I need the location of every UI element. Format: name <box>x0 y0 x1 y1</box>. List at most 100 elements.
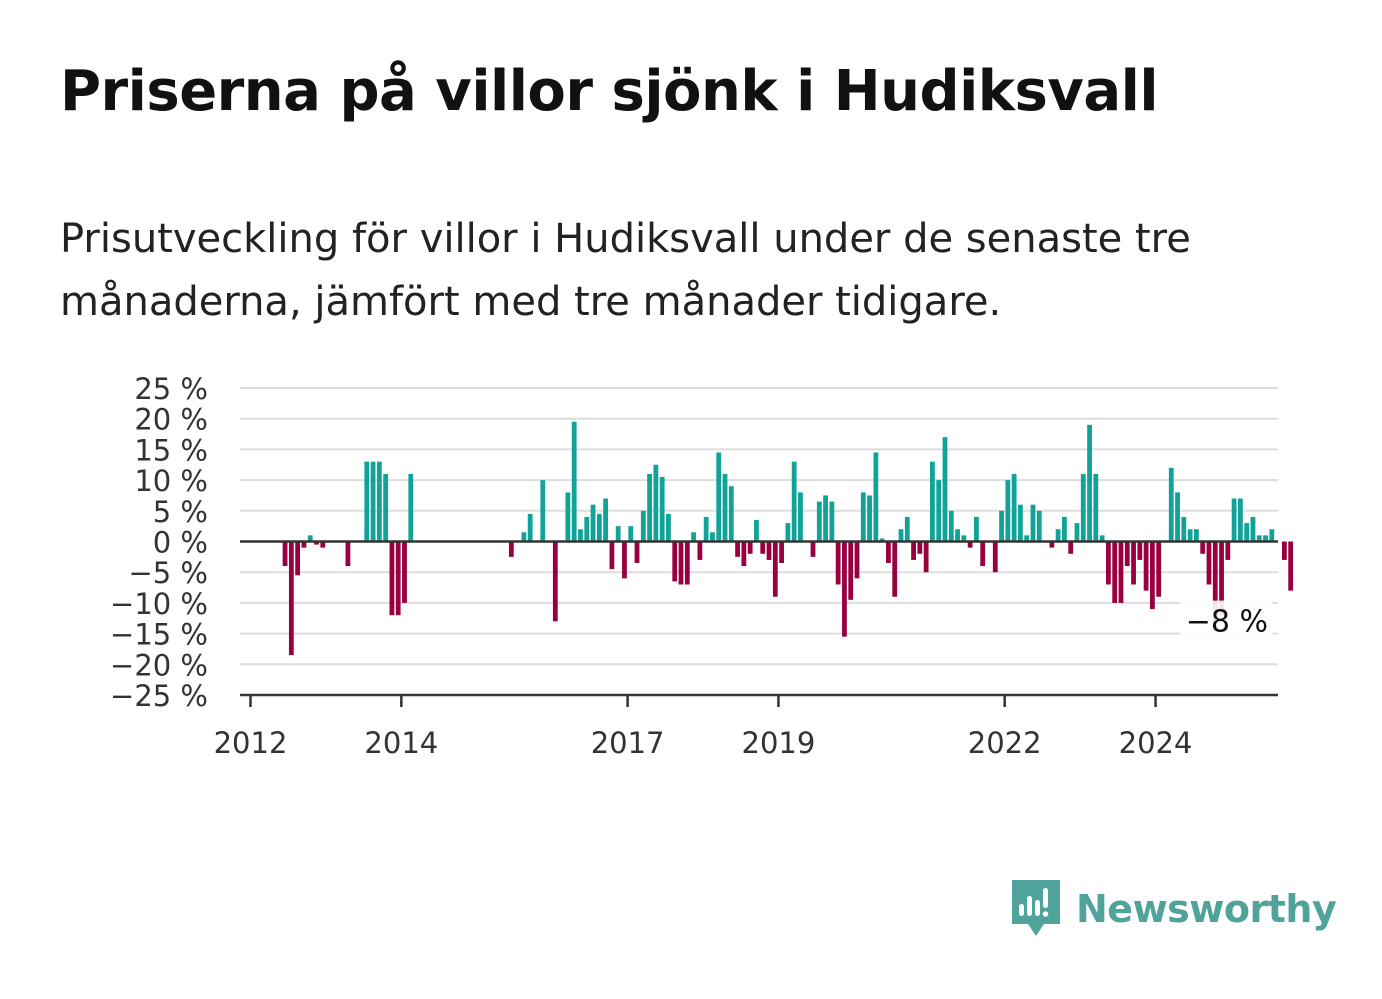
bar <box>521 532 527 542</box>
bar <box>1250 516 1256 542</box>
bar <box>854 541 860 579</box>
bar <box>703 516 709 542</box>
bar <box>879 538 885 542</box>
bar <box>873 452 879 542</box>
bar <box>622 541 627 579</box>
bar <box>672 541 678 582</box>
y-tick-label: −15 % <box>110 618 208 652</box>
bar <box>974 516 979 542</box>
bar <box>1062 516 1067 542</box>
bar <box>1036 510 1042 542</box>
bar <box>829 501 835 542</box>
bar <box>295 541 301 576</box>
bar <box>898 529 904 542</box>
bar <box>584 516 590 542</box>
bar <box>710 532 715 542</box>
bar <box>364 461 370 542</box>
bar <box>697 541 703 560</box>
bar <box>565 492 571 542</box>
bar <box>609 541 615 570</box>
bar <box>659 477 665 542</box>
bar <box>615 526 621 542</box>
bar <box>1124 541 1130 567</box>
bar <box>1024 535 1030 542</box>
bar <box>911 541 916 560</box>
latest-value-label: −8 % <box>1186 605 1268 640</box>
bar <box>408 473 414 542</box>
bar <box>1237 498 1243 542</box>
bar <box>747 541 753 554</box>
bar <box>282 541 288 567</box>
bar <box>540 480 546 542</box>
bar <box>402 541 407 603</box>
bar <box>1263 535 1268 542</box>
y-tick-label: −25 % <box>110 679 208 713</box>
chart-title: Priserna på villor sjönk i Hudiksvall <box>60 59 1159 124</box>
y-tick-label: 5 % <box>153 495 208 529</box>
bar <box>1219 541 1224 616</box>
bar <box>684 541 690 585</box>
bar <box>345 541 351 567</box>
bar <box>578 529 583 542</box>
bar <box>1093 473 1099 542</box>
bar <box>1212 541 1218 628</box>
y-tick-label: 0 % <box>153 526 208 560</box>
bar <box>1256 535 1262 542</box>
bar <box>917 541 923 554</box>
bar <box>779 541 784 563</box>
bar <box>1018 504 1023 542</box>
bar <box>848 541 854 600</box>
bar <box>1143 541 1149 591</box>
bar <box>1049 541 1055 548</box>
bar <box>376 461 382 542</box>
bar <box>1055 529 1061 542</box>
bar <box>961 535 967 542</box>
bar <box>596 513 602 542</box>
y-tick-label: −10 % <box>110 587 208 621</box>
bar <box>383 473 389 542</box>
bar <box>754 520 759 542</box>
y-tick-label: −20 % <box>110 648 208 682</box>
bar <box>1187 529 1193 542</box>
bar <box>967 541 973 548</box>
bar-chart: 25 %20 %15 %10 %5 %0 %−5 %−10 %−15 %−20 … <box>110 372 1294 760</box>
bar <box>552 541 558 622</box>
bar <box>1080 473 1086 542</box>
bar <box>735 541 740 557</box>
bar <box>772 541 778 597</box>
bar <box>1068 541 1074 554</box>
bar <box>1200 541 1206 554</box>
bar <box>923 541 929 573</box>
y-tick-label: 25 % <box>134 372 208 406</box>
bar <box>395 541 401 616</box>
bar <box>835 541 841 585</box>
annotation-background <box>1180 600 1272 641</box>
bar <box>766 541 772 560</box>
bar <box>678 541 684 585</box>
bar <box>867 495 872 542</box>
bar <box>1131 541 1136 585</box>
bar <box>999 510 1004 542</box>
bar <box>798 492 803 542</box>
bar <box>1193 529 1199 542</box>
newsworthy-logo-icon <box>1012 880 1060 936</box>
y-tick-label: 20 % <box>134 403 208 437</box>
bar <box>886 541 891 563</box>
axes <box>240 540 1278 697</box>
bar <box>728 486 734 542</box>
bars <box>282 421 1294 656</box>
bar <box>1288 541 1294 591</box>
bar <box>1087 424 1092 542</box>
bar <box>666 513 671 542</box>
bar <box>816 501 822 542</box>
annotations: −8 % <box>1180 600 1272 641</box>
bar <box>320 541 326 548</box>
bar <box>389 541 395 616</box>
bar <box>1005 480 1011 542</box>
bar <box>904 516 910 542</box>
bar <box>571 421 577 542</box>
bar <box>1030 504 1036 542</box>
bar <box>1106 541 1111 585</box>
bar <box>1225 541 1231 560</box>
bar <box>1118 541 1124 603</box>
